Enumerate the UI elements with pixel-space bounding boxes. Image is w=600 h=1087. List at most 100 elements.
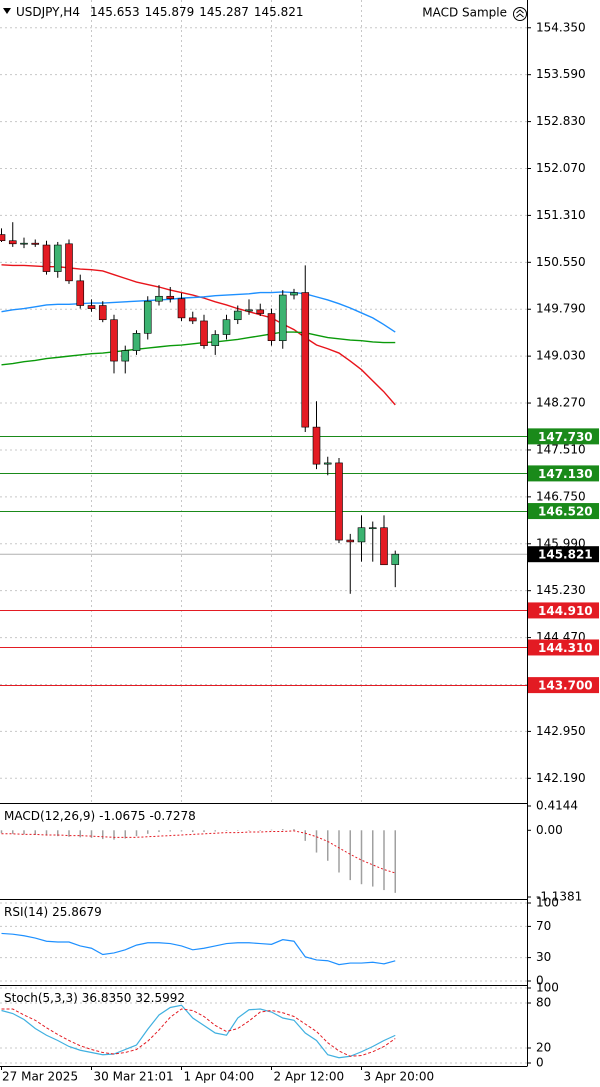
macd-bar (315, 830, 318, 853)
stoch-main-value: 36.8350 (82, 991, 132, 1005)
macd-bar (79, 830, 81, 838)
level-label: 147.730 (538, 430, 593, 444)
y-tick-label: 146.750 (536, 489, 586, 503)
menu-arrow[interactable] (3, 8, 11, 14)
macd-bar (147, 830, 149, 834)
y-tick-label: 149.790 (536, 302, 586, 316)
macd-bar (23, 830, 25, 835)
macd-bar (158, 830, 160, 833)
macd-bar (282, 829, 284, 831)
icon-chevrons (516, 9, 524, 18)
macd-bar (68, 830, 70, 837)
macd-bar (102, 830, 104, 840)
y-tick-label: 150.550 (536, 255, 586, 269)
macd-bar (0, 830, 3, 834)
candle-body (290, 292, 298, 296)
indicator-line (1, 291, 396, 333)
level-label: 144.910 (538, 604, 593, 618)
candle-body (53, 244, 62, 272)
y-tick-label: 149.030 (536, 349, 586, 363)
macd-bar (360, 830, 363, 885)
y-tick-label: 0.4144 (536, 799, 578, 813)
candle-body (267, 313, 276, 342)
expert-icon[interactable] (513, 7, 527, 21)
candle-body (200, 320, 208, 346)
high-value: 145.879 (145, 5, 195, 19)
indicator-line (1, 830, 396, 874)
candle-body (391, 553, 400, 565)
x-tick-label: 27 Mar 2025 (2, 1070, 78, 1084)
open-value: 145.653 (90, 5, 140, 19)
indicator-line (1, 1004, 396, 1059)
macd-title: MACD(12,26,9) (4, 809, 95, 823)
y-tick-label: 30 (536, 950, 551, 964)
candle-body (357, 527, 366, 543)
y-tick-label: 0 (536, 974, 544, 988)
frame (0, 0, 528, 1067)
rsi-value: 25.8679 (52, 905, 102, 919)
expert-name: MACD Sample (422, 6, 507, 20)
macd-bar (135, 830, 138, 837)
level-label-bg (528, 503, 599, 520)
x-tick-label: 3 Apr 20:00 (364, 1070, 435, 1084)
level-label-bg (528, 602, 599, 619)
macd-bar (192, 830, 194, 833)
macd-bar (124, 830, 126, 839)
macd-bar (248, 830, 250, 831)
stoch-signal-value: 32.5992 (135, 991, 185, 1005)
candle-body (278, 294, 287, 342)
candle-body (98, 305, 107, 321)
macd-bar (237, 830, 239, 831)
level-label: 143.700 (538, 679, 593, 693)
candle-body (76, 280, 85, 306)
macd-bar (293, 829, 295, 831)
x-tick-label: 2 Apr 12:00 (274, 1070, 345, 1084)
candle-body (166, 295, 175, 300)
macd-bar (203, 830, 205, 833)
macd-bar (394, 830, 396, 893)
indicator-line (1, 1008, 396, 1057)
y-tick-label: 152.830 (536, 114, 586, 128)
macd-bar (90, 830, 93, 838)
level-label-bg (528, 677, 599, 694)
panel-header: Stoch(5,3,3) 36.8350 32.5992 (4, 991, 185, 1005)
candle-body (143, 300, 152, 334)
y-tick-label: 147.510 (536, 442, 586, 456)
y-tick-label: 142.950 (536, 724, 586, 738)
candle-body (121, 350, 130, 362)
low-value: 145.287 (199, 5, 249, 19)
macd-bar (113, 830, 115, 840)
symbol: USDJPY,H4 (16, 5, 80, 19)
y-tick-label: 70 (536, 919, 551, 933)
macd-bar (57, 830, 59, 837)
level-label: 146.520 (538, 505, 593, 519)
level-label: 144.310 (538, 641, 593, 655)
signal-value: -0.7278 (149, 809, 195, 823)
candle-body (132, 332, 141, 351)
macd-value: -1.0675 (99, 809, 145, 823)
macd-bar (225, 830, 228, 831)
y-tick-label: 152.070 (536, 161, 586, 175)
price-label: 145.821 (538, 548, 593, 562)
stoch-title: Stoch(5,3,3) (4, 991, 78, 1005)
candle-body (380, 527, 388, 566)
candle-body (188, 317, 197, 322)
macd-bar (214, 830, 216, 832)
candle-body (233, 310, 242, 321)
y-tick-label: 20 (536, 1041, 551, 1055)
macd-bar (12, 830, 14, 834)
candle-body (245, 309, 253, 312)
y-tick-label: 154.350 (536, 20, 586, 34)
candle-body (110, 319, 118, 362)
y-tick-label: 148.270 (536, 396, 586, 410)
macd-bar (338, 830, 340, 873)
candle-body (335, 462, 343, 541)
candle-body (368, 527, 377, 530)
candle-body (42, 244, 51, 272)
price-label-bg (528, 546, 599, 563)
macd-bar (383, 830, 385, 891)
y-tick-label: 0 (536, 1056, 544, 1070)
macd-bar (169, 830, 171, 832)
